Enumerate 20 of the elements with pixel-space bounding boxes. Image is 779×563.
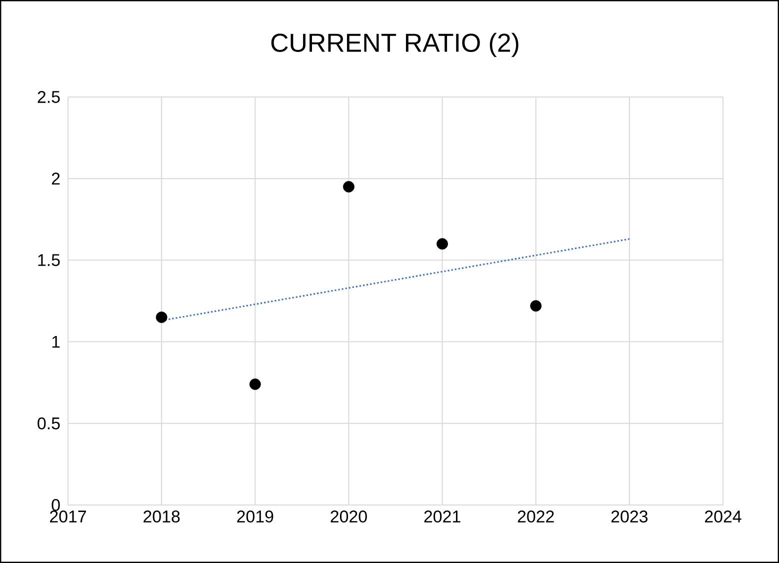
point xyxy=(530,300,542,312)
x-tick-label: 2024 xyxy=(705,510,742,523)
y-tick-label: 1.5 xyxy=(38,254,60,266)
point xyxy=(436,238,448,250)
y-tick-label: 1 xyxy=(52,336,60,348)
x-tick-label: 2020 xyxy=(330,510,367,523)
point xyxy=(343,181,354,192)
x-tick-label: 2023 xyxy=(611,510,648,523)
y-tick-label: 0.5 xyxy=(38,417,60,430)
x-tick-label: 2019 xyxy=(237,510,274,523)
x-tick-label: 2018 xyxy=(144,510,180,523)
x-tick-label: 2022 xyxy=(518,510,554,523)
point xyxy=(249,378,261,390)
x-tick-label: 2017 xyxy=(50,510,86,523)
y-tick-label: 2.5 xyxy=(38,90,60,103)
y-tick-label: 0 xyxy=(52,498,60,511)
x-tick-label: 2021 xyxy=(424,510,460,523)
chart-title: CURRENT RATIO (2) xyxy=(271,32,518,58)
point xyxy=(156,312,168,324)
y-tick-label: 2 xyxy=(52,172,60,184)
